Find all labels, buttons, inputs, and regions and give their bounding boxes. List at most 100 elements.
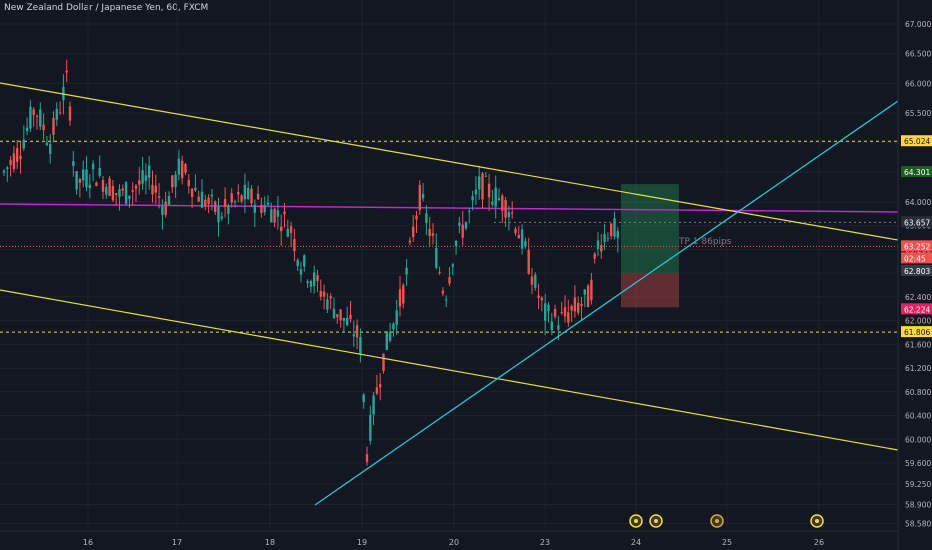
candle-body: [164, 201, 167, 216]
candle-body: [412, 226, 415, 237]
price-tick-label: 59.600: [905, 459, 931, 468]
price-label-badge: [901, 135, 932, 147]
candle-body: [25, 127, 29, 132]
candle-body: [29, 106, 32, 129]
candle-body: [550, 321, 553, 331]
candle-body: [355, 325, 359, 338]
candle-body: [52, 117, 55, 135]
candle-body: [88, 184, 91, 189]
candle-body: [35, 115, 39, 117]
candle-body: [270, 209, 273, 223]
price-label-badge: [901, 240, 932, 252]
candle-body: [247, 187, 250, 199]
candle-body: [375, 387, 379, 394]
candle-body: [497, 198, 501, 200]
time-tick-label: 25: [722, 538, 732, 547]
candle-body: [471, 196, 474, 201]
candle-body: [610, 223, 613, 237]
trade-profit-zone: [621, 184, 679, 273]
candle-body: [352, 334, 355, 337]
candle-body: [342, 317, 346, 321]
candle-body: [441, 290, 445, 294]
candle-body: [95, 182, 98, 186]
candle-body: [223, 198, 227, 208]
price-tick-label: 60.400: [905, 412, 931, 421]
candle-body: [121, 188, 124, 191]
candle-body: [108, 178, 111, 196]
candle-body: [32, 109, 35, 116]
candle-body: [200, 191, 204, 208]
price-tick-label: 64.000: [905, 198, 931, 207]
candle-body: [372, 395, 375, 415]
candle-body: [42, 124, 45, 131]
candle-body: [181, 160, 184, 179]
economic-event-icon: [715, 519, 719, 523]
candle-body: [385, 331, 388, 350]
price-tick-label: 60.000: [905, 435, 931, 444]
candle-body: [590, 279, 593, 301]
candle-body: [606, 237, 610, 239]
candle-body: [616, 231, 619, 238]
candle-body: [487, 183, 491, 198]
price-label-badge: [901, 303, 932, 315]
candle-body: [217, 206, 220, 223]
candle-body: [55, 108, 58, 120]
candle-body: [435, 247, 438, 268]
candle-body: [514, 228, 517, 234]
candle-body: [256, 193, 260, 200]
candle-body: [115, 193, 118, 195]
candle-body: [484, 175, 487, 177]
candle-body: [167, 196, 171, 205]
candle-body: [148, 165, 151, 178]
candle-body: [322, 291, 326, 297]
candle-body: [118, 189, 121, 197]
candle-body: [448, 277, 451, 284]
candle-body: [6, 167, 9, 169]
candle-body: [451, 264, 454, 267]
economic-event-icon: [815, 519, 819, 523]
price-label-text: 65.024: [904, 137, 930, 146]
candle-body: [359, 336, 362, 354]
candle-body: [82, 169, 85, 181]
candle-body: [134, 185, 138, 189]
price-tick-label: 62.000: [905, 317, 931, 326]
price-tick-label: 67.000: [905, 20, 931, 29]
economic-event-icon: [654, 519, 658, 523]
candle-body: [474, 189, 478, 195]
candle-body: [365, 454, 369, 463]
price-tick-label: 58.900: [905, 501, 931, 510]
candle-body: [190, 188, 194, 197]
price-tick-label: 66.000: [905, 79, 931, 88]
candle-body: [85, 169, 88, 188]
candle-body: [22, 139, 25, 149]
candle-body: [72, 161, 75, 166]
time-tick-label: 23: [540, 538, 550, 547]
candle-body: [177, 158, 181, 175]
candle-body: [12, 153, 16, 169]
price-label-text: 62.803: [904, 267, 930, 276]
candle-body: [428, 228, 431, 237]
candle-body: [458, 222, 461, 226]
candle-body: [280, 226, 283, 232]
trade-annotation: TP 1 86pips: [678, 237, 732, 247]
candle-body: [157, 196, 161, 198]
price-tick-label: 58.580: [905, 520, 931, 529]
candle-body: [204, 199, 207, 207]
candle-body: [586, 285, 590, 307]
candle-body: [491, 201, 494, 205]
candle-body: [131, 190, 134, 192]
candle-body: [197, 196, 200, 202]
candle-body: [316, 275, 319, 281]
candle-body: [237, 192, 240, 195]
candle-body: [580, 303, 583, 307]
candle-body: [494, 187, 497, 207]
candle-body: [2, 170, 6, 173]
candle-body: [557, 325, 560, 330]
time-tick-label: 18: [265, 538, 275, 547]
time-tick-label: 17: [172, 538, 182, 547]
candle-body: [408, 240, 412, 243]
candle-body: [468, 211, 471, 213]
candle-body: [309, 280, 313, 287]
candle-body: [214, 201, 217, 212]
